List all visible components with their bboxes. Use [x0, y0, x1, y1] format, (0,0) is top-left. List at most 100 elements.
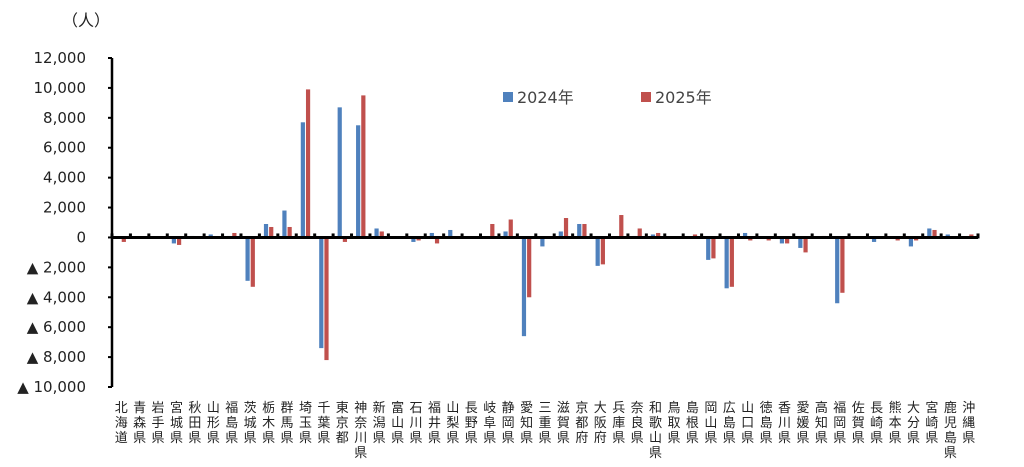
- bar-2024年-愛知県: [521, 237, 527, 337]
- bar-2025年-群馬県: [287, 226, 292, 238]
- bar-2024年-長崎県: [871, 237, 877, 242]
- bar-2025年-愛媛県: [803, 237, 808, 253]
- bar-2024年-山梨県: [448, 229, 453, 238]
- x-tick-label: 福井県: [428, 401, 441, 446]
- x-tick-label: 埼玉県: [299, 401, 312, 446]
- x-tick-label: 群馬県: [281, 401, 294, 446]
- bar-2024年-群馬県: [282, 210, 287, 238]
- bar-2025年-福岡県: [840, 237, 845, 293]
- x-tick-label: 福島県: [225, 401, 238, 446]
- x-tick-label: 石川県: [410, 401, 423, 446]
- x-tick-label: 島根県: [686, 401, 699, 446]
- bar-2025年-茨城県: [250, 237, 255, 287]
- bar-2024年-広島県: [724, 237, 729, 289]
- x-tick-label: 奈良県: [631, 401, 644, 446]
- bar-2024年-埼玉県: [300, 122, 305, 238]
- bar-2025年-京都府: [582, 223, 587, 238]
- bar-2025年-北海道: [121, 237, 126, 242]
- bar-2024年-栃木県: [263, 223, 269, 238]
- x-tick-label: 滋賀県: [557, 401, 570, 446]
- bar-2025年-香川県: [785, 237, 790, 244]
- x-tick-label: 秋田県: [188, 401, 201, 446]
- bar-2025年-福島県: [232, 232, 237, 238]
- x-tick-label: 北海道: [115, 401, 128, 446]
- bar-2025年-神奈川県: [361, 95, 366, 238]
- x-tick-label: 千葉県: [317, 401, 330, 446]
- x-tick-label: 岐阜県: [483, 401, 496, 446]
- x-tick-label: 東京都: [336, 400, 349, 446]
- x-tick-label: 宮城県: [170, 400, 183, 446]
- bar-2024年-福井県: [429, 232, 434, 238]
- bar-2025年-愛知県: [527, 237, 532, 298]
- x-tick-label: 茨城県: [244, 401, 257, 446]
- x-tick-label: 神奈川県: [354, 401, 367, 461]
- y-tick-label: ▲ 8,000: [27, 348, 86, 366]
- y-tick-label: 8,000: [43, 109, 86, 127]
- x-tick-label: 岡山県: [704, 401, 717, 446]
- x-tick-label: 熊本県: [889, 400, 902, 446]
- bar-2025年-岐阜県: [490, 223, 495, 238]
- bar-2024年-滋賀県: [558, 231, 563, 238]
- legend-label-2025: 2025年: [655, 88, 712, 107]
- bar-2024年-大分県: [908, 237, 914, 247]
- x-tick-label: 宮崎県: [925, 400, 938, 446]
- bar-2025年-静岡県: [508, 219, 513, 238]
- bar-2024年-宮城県: [171, 237, 176, 244]
- x-tick-label: 鹿児島県: [944, 400, 957, 461]
- bar-2024年-岡山県: [706, 237, 711, 260]
- x-tick-label: 栃木県: [262, 401, 275, 446]
- bar-2025年-奈良県: [637, 228, 642, 238]
- y-tick-label: ▲ 4,000: [27, 288, 86, 306]
- bar-2024年-茨城県: [245, 237, 250, 281]
- bar-2025年-岡山県: [711, 237, 716, 259]
- bar-2025年-宮城県: [176, 237, 182, 245]
- y-tick-label: 6,000: [43, 139, 86, 157]
- x-tick-label: 大阪府: [594, 401, 607, 446]
- bar-2024年-愛媛県: [798, 237, 803, 248]
- x-tick-label: 愛媛県: [796, 401, 809, 446]
- y-tick-label: 2,000: [43, 199, 86, 217]
- y-tick-label: 10,000: [34, 79, 87, 97]
- y-axis-unit: （人）: [62, 11, 110, 30]
- x-tick-label: 沖縄県: [962, 401, 975, 446]
- legend-label-2024: 2024年: [517, 88, 574, 107]
- x-tick-label: 静岡県: [502, 401, 515, 446]
- x-tick-label: 福岡県: [833, 401, 846, 446]
- x-tick-label: 大分県: [907, 401, 920, 446]
- x-tick-label: 山口県: [741, 401, 754, 446]
- bar-2024年-石川県: [411, 237, 416, 242]
- bar-2024年-山口県: [742, 232, 748, 238]
- legend-swatch-2024: [503, 92, 513, 102]
- x-tick-label: 徳島県: [760, 401, 773, 446]
- x-tick-label: 富山県: [391, 400, 404, 446]
- x-tick-label: 高知県: [815, 400, 828, 446]
- x-tick-label: 山形県: [207, 401, 220, 446]
- bar-2024年-静岡県: [503, 231, 508, 238]
- bar-2025年-新潟県: [379, 231, 384, 238]
- bar-2025年-兵庫県: [619, 215, 624, 238]
- x-tick-label: 鳥取県: [667, 401, 680, 446]
- bar-2025年-宮崎県: [932, 229, 937, 238]
- bar-2024年-千葉県: [319, 237, 324, 349]
- y-tick-label: 12,000: [34, 49, 87, 67]
- y-tick-label: 0: [76, 228, 86, 246]
- x-tick-label: 岩手県: [152, 401, 165, 446]
- bar-2025年-広島県: [729, 237, 734, 287]
- y-tick-label: ▲ 6,000: [27, 318, 86, 336]
- y-tick-label: 4,000: [43, 169, 86, 187]
- x-tick-label: 山梨県: [446, 401, 459, 446]
- bar-2025年-和歌山県: [656, 232, 661, 238]
- x-tick-label: 京都府: [575, 401, 588, 446]
- bar-2025年-大阪府: [600, 237, 605, 265]
- y-tick-label: ▲ 2,000: [27, 258, 86, 276]
- x-tick-label: 香川県: [778, 401, 791, 446]
- bar-2024年-福岡県: [835, 237, 840, 304]
- x-tick-label: 佐賀県: [852, 401, 865, 446]
- bar-2025年-栃木県: [269, 226, 274, 238]
- bar-2024年-香川県: [779, 237, 785, 244]
- bar-2024年-三重県: [540, 237, 545, 247]
- bar-2024年-新潟県: [374, 228, 379, 238]
- bar-2025年-東京都: [342, 237, 348, 242]
- x-tick-label: 兵庫県: [612, 401, 625, 446]
